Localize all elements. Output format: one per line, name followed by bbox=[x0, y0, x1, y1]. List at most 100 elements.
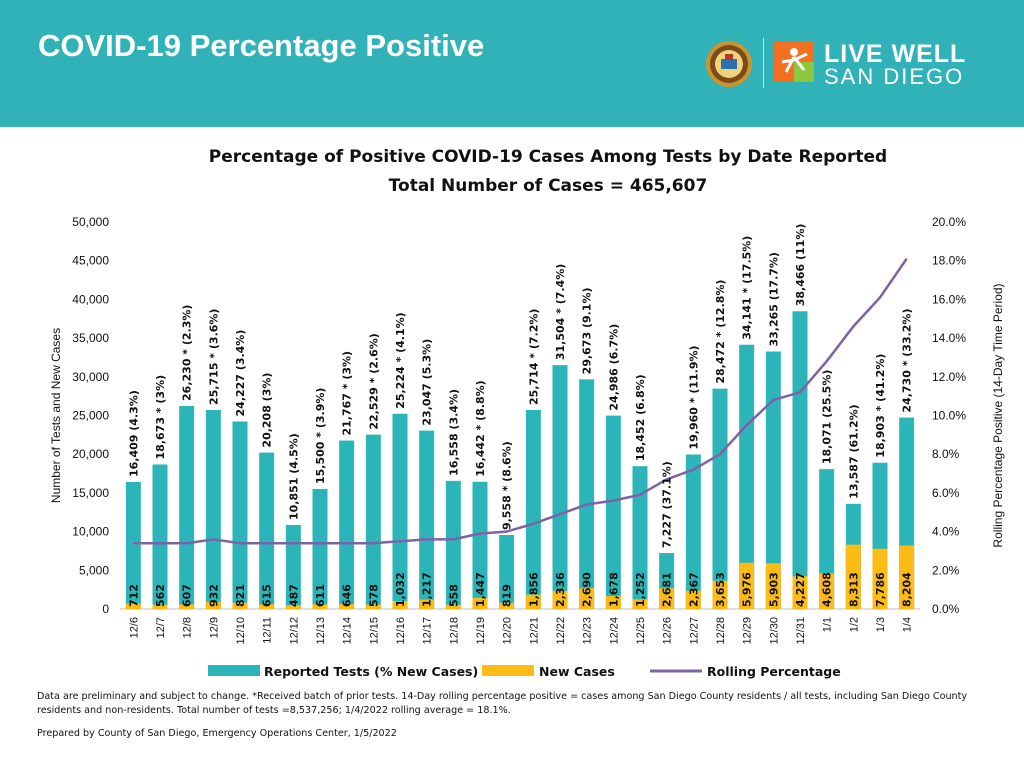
new-cases-bar bbox=[205, 601, 221, 609]
legend-swatch-new-cases bbox=[482, 665, 534, 676]
tests-bar bbox=[632, 466, 648, 609]
new-cases-data-label: 2,367 bbox=[687, 572, 700, 607]
footnote-text: Data are preliminary and subject to chan… bbox=[37, 691, 968, 716]
new-cases-bar bbox=[232, 602, 248, 609]
tests-bar bbox=[552, 365, 568, 609]
new-cases-bar bbox=[179, 604, 195, 609]
new-cases-data-label: 819 bbox=[501, 584, 514, 607]
new-cases-bar bbox=[792, 576, 808, 609]
new-cases-bar bbox=[739, 562, 755, 609]
tests-bar bbox=[285, 525, 301, 609]
new-cases-bar bbox=[685, 590, 701, 609]
chart-subtitle: Total Number of Cases = 465,607 bbox=[388, 176, 708, 196]
new-cases-bar bbox=[552, 590, 568, 609]
tests-data-label: 18,452 (6.8%) bbox=[634, 374, 647, 461]
x-tick-label: 12/10 bbox=[235, 617, 247, 645]
y2-tick-label: 12.0% bbox=[932, 370, 966, 384]
tests-bar bbox=[205, 409, 221, 609]
new-cases-data-label: 8,204 bbox=[901, 572, 914, 607]
tests-data-label: 22,529 * (2.6%) bbox=[367, 333, 380, 429]
x-tick-label: 12/17 bbox=[422, 617, 434, 645]
legend-label-rolling: Rolling Percentage bbox=[707, 664, 841, 679]
new-cases-data-label: 562 bbox=[154, 584, 167, 607]
tests-data-label: 24,986 (6.7%) bbox=[607, 324, 620, 411]
x-tick-label: 12/31 bbox=[795, 617, 807, 645]
new-cases-bar bbox=[152, 604, 168, 609]
new-cases-bar bbox=[632, 599, 648, 609]
new-cases-bar bbox=[845, 544, 861, 609]
tests-bar bbox=[739, 344, 755, 609]
y-tick-label: 25,000 bbox=[72, 409, 109, 423]
new-cases-bar bbox=[499, 602, 515, 609]
tests-bar bbox=[312, 489, 328, 609]
tests-data-label: 18,071 (25.5%) bbox=[821, 370, 834, 465]
x-tick-label: 1/1 bbox=[822, 617, 834, 632]
page-title: COVID-19 Percentage Positive bbox=[38, 28, 485, 63]
tests-bar bbox=[232, 421, 248, 609]
tests-bar bbox=[472, 481, 488, 609]
x-tick-label: 12/28 bbox=[715, 617, 727, 645]
new-cases-data-label: 1,678 bbox=[607, 572, 620, 607]
new-cases-bar bbox=[872, 548, 888, 609]
new-cases-data-label: 7,786 bbox=[874, 572, 887, 607]
new-cases-data-label: 2,690 bbox=[581, 572, 594, 607]
new-cases-data-label: 578 bbox=[367, 584, 380, 607]
county-seal-icon bbox=[706, 41, 752, 87]
tests-data-label: 10,851 (4.5%) bbox=[287, 433, 300, 520]
tests-bar bbox=[259, 452, 275, 609]
new-cases-data-label: 821 bbox=[234, 584, 247, 607]
new-cases-bar bbox=[899, 545, 915, 609]
y-tick-label: 50,000 bbox=[72, 215, 109, 229]
tests-bar bbox=[419, 430, 435, 609]
tests-data-label: 9,558 * (8.6%) bbox=[501, 441, 514, 530]
tests-data-label: 26,230 * (2.3%) bbox=[181, 305, 194, 401]
x-tick-label: 1/4 bbox=[902, 617, 914, 632]
new-cases-bar bbox=[259, 604, 275, 609]
new-cases-data-label: 1,856 bbox=[527, 572, 540, 607]
tests-data-label: 28,472 * (12.8%) bbox=[714, 280, 727, 384]
tests-data-label: 34,141 * (17.5%) bbox=[741, 236, 754, 340]
x-tick-label: 12/26 bbox=[662, 617, 674, 645]
y-tick-label: 5,000 bbox=[79, 563, 109, 577]
new-cases-bar bbox=[339, 603, 355, 609]
y-tick-label: 15,000 bbox=[72, 486, 109, 500]
tests-bar bbox=[445, 480, 461, 609]
y-axis-title: Number of Tests and New Cases bbox=[49, 328, 63, 503]
x-tick-label: 12/15 bbox=[368, 617, 380, 645]
legend-swatch-tests bbox=[208, 665, 260, 676]
brand-name-line1: LIVE WELL bbox=[824, 40, 967, 68]
tests-data-label: 13,587 (61.2%) bbox=[847, 404, 860, 499]
x-tick-label: 12/12 bbox=[288, 617, 300, 645]
tests-data-label: 21,767 * (3%) bbox=[341, 351, 354, 436]
tests-bar bbox=[179, 405, 195, 609]
new-cases-data-label: 1,447 bbox=[474, 572, 487, 607]
new-cases-data-label: 2,681 bbox=[661, 572, 674, 607]
logo-divider bbox=[763, 38, 764, 88]
tests-data-label: 25,715 * (3.6%) bbox=[207, 309, 220, 405]
header-banner: COVID-19 Percentage Positive LIVE WELL S… bbox=[0, 0, 1024, 127]
tests-data-label: 29,673 (9.1%) bbox=[581, 287, 594, 374]
x-tick-label: 12/11 bbox=[262, 617, 274, 644]
new-cases-data-label: 615 bbox=[261, 584, 274, 607]
new-cases-data-label: 3,653 bbox=[714, 572, 727, 607]
tests-data-label: 25,224 * (4.1%) bbox=[394, 312, 407, 408]
new-cases-bar bbox=[525, 594, 541, 609]
tests-bar bbox=[125, 481, 141, 609]
x-tick-label: 12/22 bbox=[555, 617, 567, 645]
new-cases-data-label: 558 bbox=[447, 584, 460, 607]
tests-data-label: 25,714 * (7.2%) bbox=[527, 309, 540, 405]
y2-tick-label: 16.0% bbox=[932, 292, 966, 306]
x-tick-label: 12/27 bbox=[688, 617, 700, 645]
y2-axis-title: Rolling Percentage Positive (14-Day Time… bbox=[991, 283, 1005, 547]
tests-data-label: 16,409 (4.3%) bbox=[127, 390, 140, 477]
new-cases-data-label: 5,903 bbox=[767, 572, 780, 607]
tests-data-label: 33,265 (17.7%) bbox=[767, 252, 780, 347]
y-tick-label: 10,000 bbox=[72, 525, 109, 539]
y-tick-label: 30,000 bbox=[72, 370, 109, 384]
new-cases-bar bbox=[125, 603, 141, 609]
tests-bar bbox=[605, 415, 621, 609]
tests-data-label: 16,442 * (8.8%) bbox=[474, 380, 487, 476]
new-cases-data-label: 487 bbox=[287, 584, 300, 607]
tests-bar bbox=[685, 454, 701, 609]
